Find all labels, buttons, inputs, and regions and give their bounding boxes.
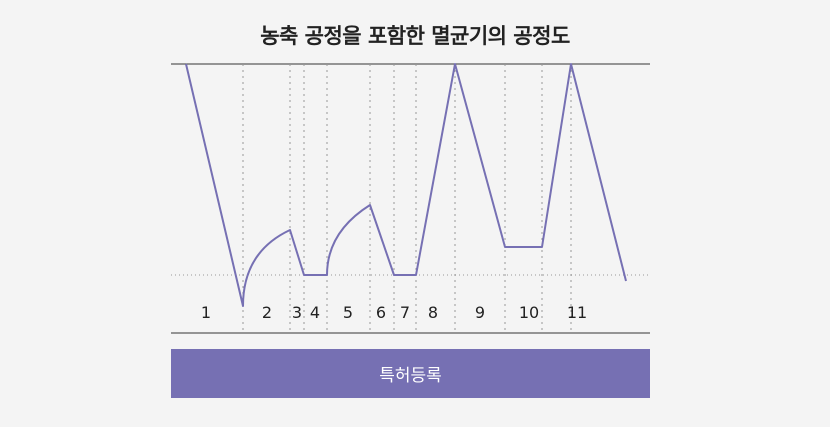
step-separators bbox=[242, 64, 572, 333]
step-label: 11 bbox=[567, 303, 587, 322]
process-curve bbox=[185, 63, 627, 307]
step-label: 6 bbox=[376, 303, 386, 322]
diagram-title: 농축 공정을 포함한 멸균기의 공정도 bbox=[260, 24, 570, 48]
step-label: 5 bbox=[343, 303, 353, 322]
step-label: 7 bbox=[400, 303, 410, 322]
step-label: 3 bbox=[292, 303, 302, 322]
step-label: 9 bbox=[475, 303, 485, 322]
step-label: 4 bbox=[310, 303, 320, 322]
step-label: 2 bbox=[262, 303, 272, 322]
step-label: 8 bbox=[428, 303, 438, 322]
step-labels: 1 2 3 4 5 6 7 8 9 10 11 bbox=[201, 303, 587, 322]
step-label: 10 bbox=[519, 303, 539, 322]
step-label: 1 bbox=[201, 303, 211, 322]
patent-banner: 특허등록 bbox=[171, 349, 650, 398]
